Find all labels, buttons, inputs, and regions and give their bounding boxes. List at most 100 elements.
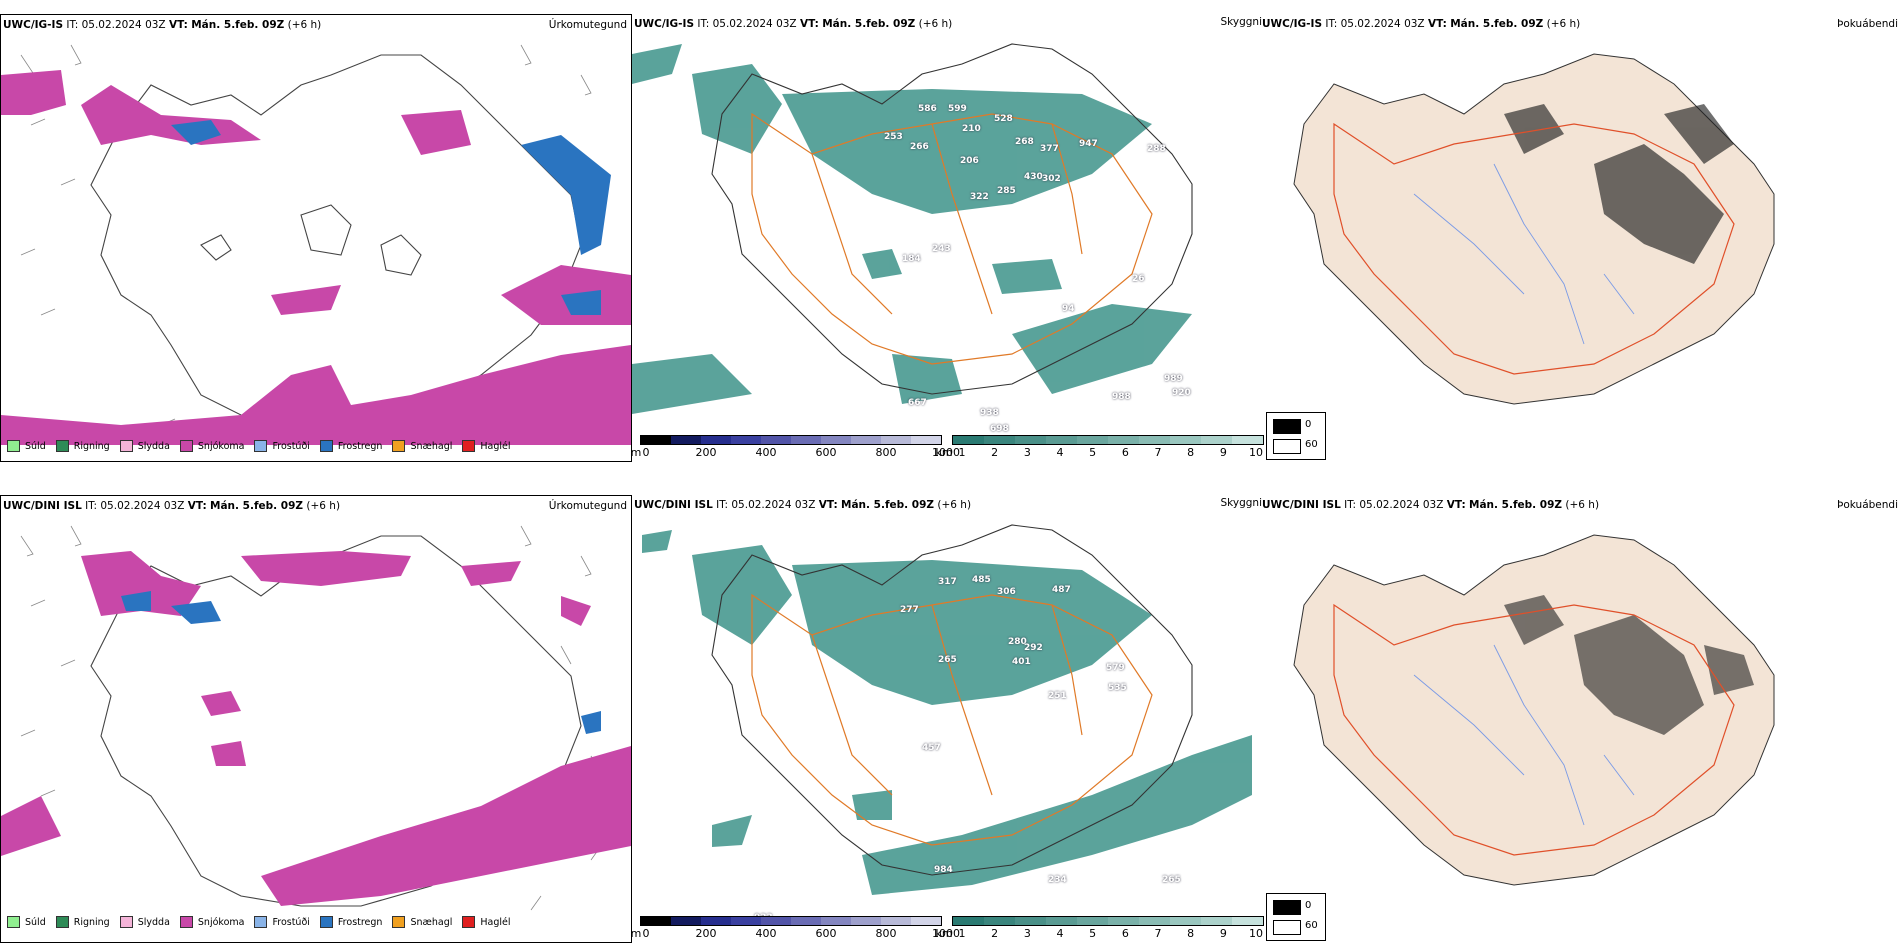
vt-value: Mán. 5.feb. 09Z — [210, 500, 304, 512]
precip-type-title-1: Úrkomutegund — [548, 19, 627, 31]
visibility-point-label: 266 — [910, 142, 929, 152]
lead-time: (+6 h) — [306, 500, 341, 512]
fog-land — [1293, 534, 1775, 886]
vt-value: Mán. 5.feb. 09Z — [841, 499, 935, 511]
colorbar-tick-km: 1 — [958, 927, 966, 940]
teal-visibility-areas — [642, 530, 1252, 895]
colorbar-cell — [1232, 436, 1263, 444]
visibility-point-label: 457 — [922, 743, 941, 753]
it-label: IT: — [697, 18, 710, 30]
legend-label: Frostregn — [337, 916, 383, 928]
legend-item: Snæhagl — [392, 916, 452, 928]
precip-map-2 — [1, 525, 631, 911]
teal-visibility-areas — [632, 44, 1192, 414]
colorbar-cell — [1077, 436, 1108, 444]
fog-panel-2: UWC/DINI ISL IT: 05.02.2024 03Z VT: Mán.… — [1262, 495, 1900, 943]
fog-land — [1293, 53, 1775, 405]
visibility-point-label: 988 — [1112, 392, 1131, 402]
legend-swatch — [119, 916, 133, 928]
colorbar-cell — [821, 436, 851, 444]
colorbar-tick-m: 1000 — [932, 446, 960, 459]
legend-item: Frostregn — [319, 916, 383, 928]
it-label: IT: — [1344, 499, 1357, 511]
visibility-point-label: 280 — [1008, 637, 1027, 647]
fog-title-2: Þokuábendi — [1837, 499, 1898, 511]
colorbar-tick-km: 7 — [1154, 446, 1162, 459]
it-value: 05.02.2024 03Z — [1340, 18, 1425, 30]
fog-legend-2: 0 60 — [1266, 893, 1326, 941]
legend-label: Rigning — [73, 440, 110, 452]
precip-panel-1: UWC/IG-IS IT: 05.02.2024 03Z VT: Mán. 5.… — [0, 14, 632, 462]
visibility-point-label: 938 — [980, 408, 999, 418]
legend-item: Snæhagl — [392, 440, 452, 452]
visibility-point-label: 377 — [1040, 144, 1059, 154]
legend-item: Snjókoma — [179, 440, 244, 452]
legend-item: Frostúði — [254, 440, 310, 452]
road-network — [751, 112, 1153, 365]
panel-title-vis-2: UWC/DINI ISL IT: 05.02.2024 03Z VT: Mán.… — [634, 499, 971, 511]
colorbar-tick-km: 6 — [1121, 927, 1129, 940]
colorbar-tick-km: 1 — [958, 446, 966, 459]
visibility-point-label: 667 — [908, 398, 927, 408]
legend-item: Slydda — [119, 916, 170, 928]
fog-legend-label: 0 — [1305, 900, 1312, 911]
colorbar-meters-2 — [640, 916, 942, 926]
visibility-point-label: 243 — [932, 244, 951, 254]
panel-title-fog-1: UWC/IG-IS IT: 05.02.2024 03Z VT: Mán. 5.… — [1262, 18, 1580, 30]
legend-label: Haglél — [480, 916, 511, 928]
colorbar-unit-km: km — [935, 927, 953, 940]
visibility-point-label: 94 — [1062, 304, 1075, 314]
visibility-title-2: Skyggni — [1220, 497, 1263, 509]
colorbar-tick-km: 10 — [1249, 927, 1263, 940]
colorbar-tick-km: 6 — [1121, 446, 1129, 459]
visibility-point-label: 302 — [1042, 174, 1061, 184]
colorbar-tick-m: 800 — [875, 446, 897, 459]
fog-map-1 — [1293, 53, 1775, 405]
colorbar-tick-m: 600 — [815, 927, 837, 940]
legend-item: Súld — [7, 916, 46, 928]
colorbar-tick-km: 5 — [1089, 446, 1097, 459]
visibility-point-label: 306 — [997, 587, 1016, 597]
model-name: UWC/DINI ISL — [3, 500, 82, 512]
legend-swatch — [319, 440, 333, 452]
colorbar-cell — [1108, 436, 1139, 444]
model-name: UWC/DINI ISL — [634, 499, 713, 511]
colorbar-km-2 — [952, 916, 1264, 926]
fog-title-1: Þokuábendi — [1837, 18, 1898, 30]
legend-label: Slydda — [137, 440, 170, 452]
precip-type-title-2: Úrkomutegund — [548, 500, 627, 512]
visibility-point-label: 317 — [938, 577, 957, 587]
colorbar-cell — [911, 917, 941, 925]
fog-legend-black — [1273, 419, 1301, 434]
fog-dark-areas — [1504, 104, 1734, 264]
colorbar-cell — [671, 917, 701, 925]
fog-legend-1: 0 60 — [1266, 412, 1326, 460]
fog-map-2 — [1293, 534, 1775, 886]
colorbar-unit-m: m — [630, 927, 642, 940]
colorbar-cell — [1232, 917, 1263, 925]
legend-swatch — [179, 440, 193, 452]
colorbar-cell — [761, 917, 791, 925]
it-label: IT: — [1325, 18, 1338, 30]
colorbar-cell — [641, 436, 671, 444]
colorbar-cell — [671, 436, 701, 444]
legend-label: Haglél — [480, 440, 511, 452]
colorbar-cell — [1170, 436, 1201, 444]
visibility-point-label: 322 — [970, 192, 989, 202]
fog-legend-black — [1273, 900, 1301, 915]
visibility-point-label: 265 — [938, 655, 957, 665]
vt-value: Mán. 5.feb. 09Z — [1469, 499, 1563, 511]
legend-swatch — [392, 916, 406, 928]
visibility-point-label: 989 — [1164, 374, 1183, 384]
colorbar-cell — [641, 917, 671, 925]
legend-label: Súld — [25, 916, 46, 928]
colorbar-cell — [1046, 917, 1077, 925]
vt-value: Mán. 5.feb. 09Z — [1450, 18, 1544, 30]
fog-legend-label: 60 — [1305, 439, 1318, 450]
colorbar-tick-km: 8 — [1187, 927, 1195, 940]
visibility-point-label: 206 — [960, 156, 979, 166]
colorbar-tick-km: 3 — [1023, 446, 1031, 459]
freezing-rain-areas — [171, 120, 611, 315]
visibility-point-label: 528 — [994, 114, 1013, 124]
colorbar-tick-m: 200 — [695, 446, 717, 459]
